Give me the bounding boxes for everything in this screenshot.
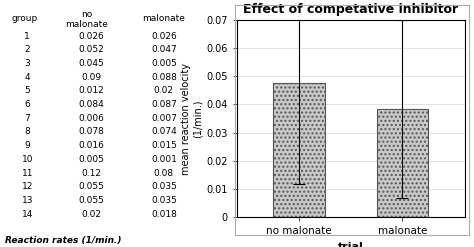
Text: no
malonate: no malonate [65,10,108,29]
Text: 0.047: 0.047 [151,45,177,54]
Text: 0.016: 0.016 [78,141,104,150]
Text: 2: 2 [25,45,30,54]
Text: 0.12: 0.12 [81,168,101,178]
Text: 10: 10 [21,155,33,164]
Text: 0.001: 0.001 [151,155,177,164]
Text: 1: 1 [25,32,30,41]
Bar [377,109,428,217]
Text: group: group [11,14,37,23]
Text: 0.026: 0.026 [78,32,104,41]
Text: 0.045: 0.045 [78,59,104,68]
Text: 3: 3 [25,59,30,68]
Text: 9: 9 [25,141,30,150]
Text: 6: 6 [25,100,30,109]
Text: 0.055: 0.055 [78,182,104,191]
Text: 0.08: 0.08 [154,168,174,178]
Text: 0.012: 0.012 [78,86,104,95]
Text: 0.005: 0.005 [151,59,177,68]
Text: 0.007: 0.007 [151,114,177,123]
Text: 0.026: 0.026 [151,32,177,41]
Text: 0.02: 0.02 [154,86,174,95]
Text: 0.035: 0.035 [151,182,177,191]
Text: 0.018: 0.018 [151,210,177,219]
Text: 12: 12 [22,182,33,191]
Text: 0.074: 0.074 [151,127,177,137]
Text: 0.035: 0.035 [151,196,177,205]
Text: 5: 5 [25,86,30,95]
Text: 0.006: 0.006 [78,114,104,123]
Text: 13: 13 [21,196,33,205]
Text: 0.084: 0.084 [78,100,104,109]
Text: 0.09: 0.09 [81,73,101,82]
Text: 0.005: 0.005 [78,155,104,164]
Text: 0.015: 0.015 [151,141,177,150]
Text: 14: 14 [22,210,33,219]
Text: 0.087: 0.087 [151,100,177,109]
X-axis label: trial: trial [338,242,364,247]
Text: 0.055: 0.055 [78,196,104,205]
Text: malonate: malonate [142,14,185,23]
Text: 4: 4 [25,73,30,82]
Text: Reaction rates (1/min.): Reaction rates (1/min.) [5,236,121,245]
Text: 0.078: 0.078 [78,127,104,137]
Text: 0.088: 0.088 [151,73,177,82]
Bar [273,83,325,217]
Text: 11: 11 [21,168,33,178]
Title: Effect of competative inhibitor: Effect of competative inhibitor [243,3,458,16]
Text: 8: 8 [25,127,30,137]
Text: 0.02: 0.02 [81,210,101,219]
Text: 7: 7 [25,114,30,123]
Y-axis label: mean reaction velocity
(1/min.): mean reaction velocity (1/min.) [181,62,202,175]
Text: 0.052: 0.052 [78,45,104,54]
